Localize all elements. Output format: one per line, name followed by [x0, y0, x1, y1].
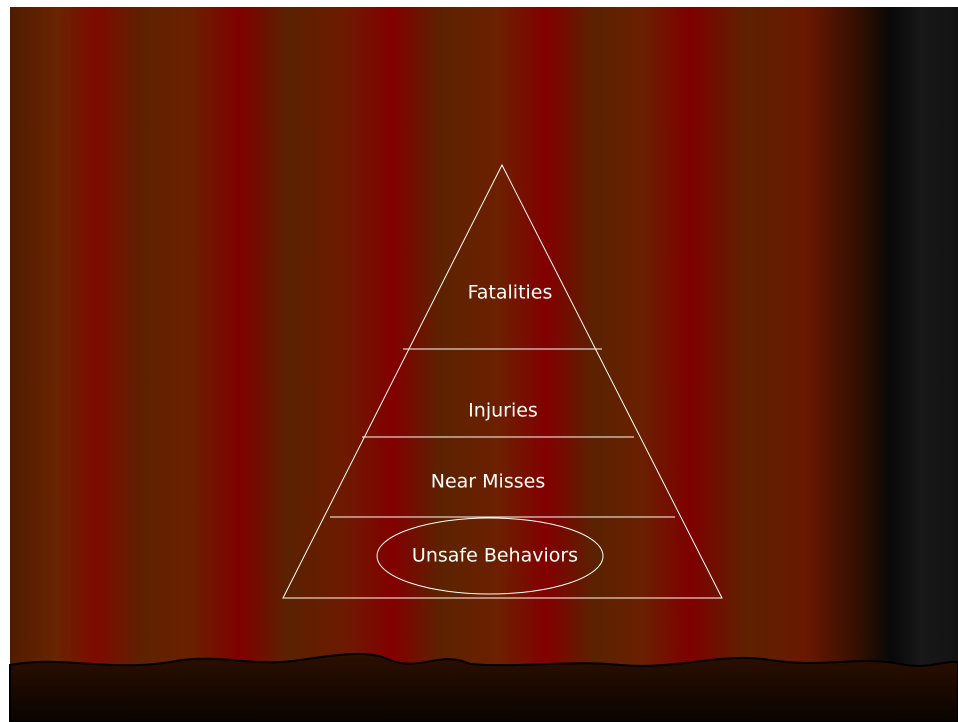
curtain	[10, 7, 958, 722]
pyramid-outline	[282, 163, 723, 599]
highlight-ellipse	[376, 517, 604, 595]
level-label: Unsafe Behaviors	[412, 545, 578, 567]
level-label: Fatalities	[468, 282, 553, 304]
level-label: Near Misses	[431, 471, 545, 493]
level-label: Injuries	[468, 400, 538, 422]
curtain-bottom	[9, 652, 958, 722]
pyramid	[282, 163, 723, 599]
